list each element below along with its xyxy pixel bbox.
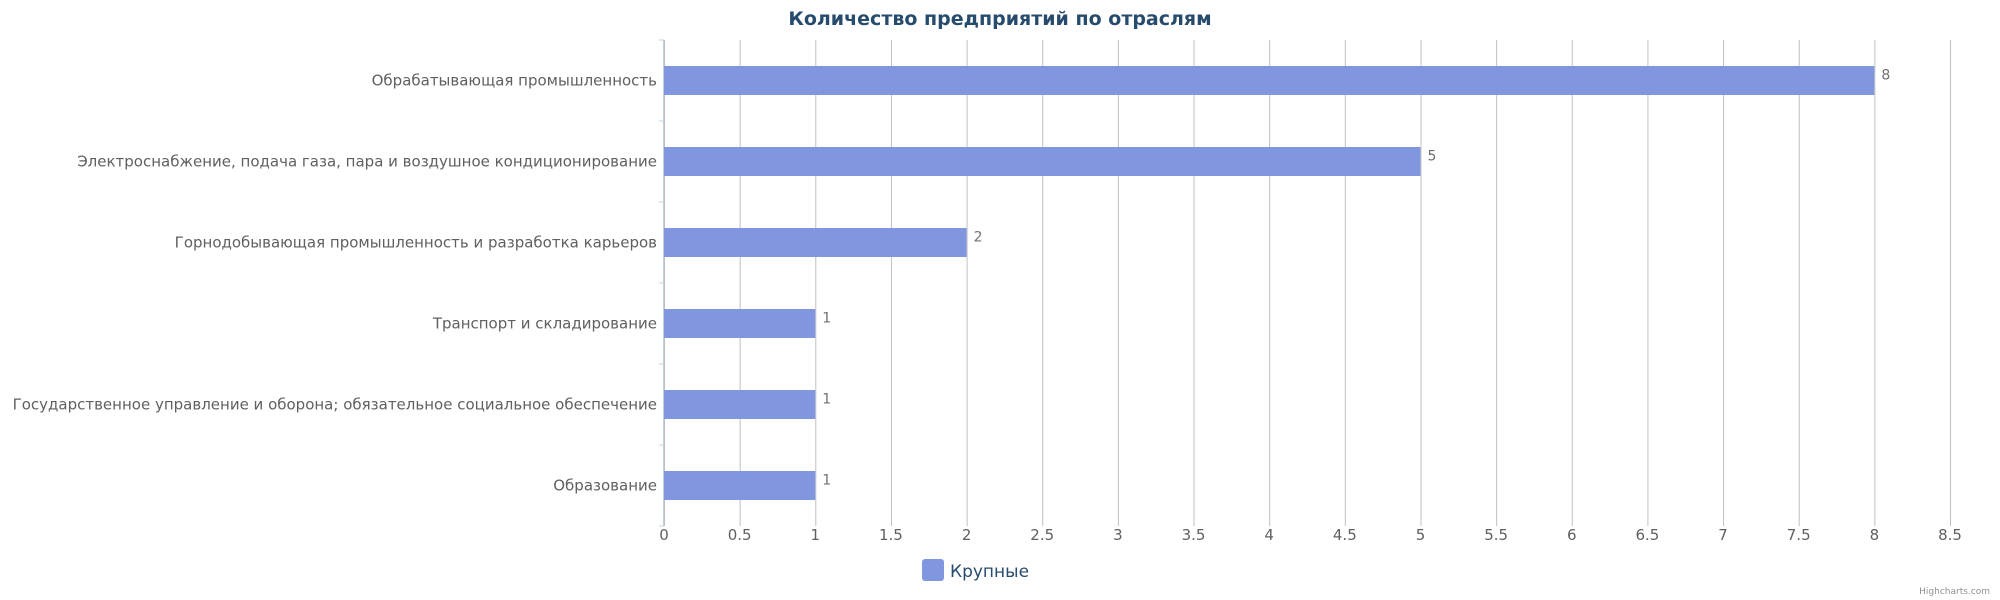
x-tick-label: 5 — [1416, 526, 1426, 544]
legend-label[interactable]: Крупные — [950, 562, 1029, 582]
category-label: Государственное управление и оборона; об… — [13, 396, 657, 414]
x-tick-label: 0.5 — [728, 526, 752, 544]
bar[interactable] — [664, 309, 816, 338]
bar[interactable] — [664, 390, 816, 419]
x-tick-label: 1.5 — [879, 526, 903, 544]
credit-link[interactable]: Highcharts.com — [1919, 587, 1990, 597]
legend-swatch[interactable] — [922, 559, 944, 581]
data-label: 1 — [822, 392, 831, 408]
category-label: Образование — [553, 477, 657, 495]
category-label: Обрабатывающая промышленность — [372, 72, 657, 90]
x-tick-label: 0 — [659, 526, 669, 544]
bar-series: 8 5 2 1 1 1 — [664, 66, 1890, 500]
category-label: Электроснабжение, подача газа, пара и во… — [77, 153, 657, 171]
x-tick-label: 7 — [1718, 526, 1728, 544]
bar[interactable] — [664, 471, 816, 500]
chart-title: Количество предприятий по отраслям — [788, 8, 1211, 30]
x-tick-label: 4.5 — [1333, 526, 1357, 544]
data-label: 5 — [1427, 149, 1436, 165]
category-label: Горнодобывающая промышленность и разрабо… — [175, 234, 657, 252]
x-tick-label: 3 — [1113, 526, 1123, 544]
gridlines — [664, 40, 1951, 526]
data-label: 1 — [822, 473, 831, 489]
value-axis-ticks: 0 0.5 1 1.5 2 2.5 3 3.5 4 4.5 5 5.5 6 6.5 7 7.5 8 8.5 — [659, 526, 1962, 544]
bar[interactable] — [664, 66, 1875, 95]
x-tick-label: 3.5 — [1182, 526, 1206, 544]
data-label: 2 — [974, 230, 983, 246]
x-tick-label: 8 — [1870, 526, 1880, 544]
category-label: Транспорт и складирование — [432, 315, 657, 333]
bar[interactable] — [664, 228, 967, 257]
x-tick-label: 2.5 — [1030, 526, 1054, 544]
x-tick-label: 6 — [1567, 526, 1577, 544]
legend[interactable]: Крупные — [922, 559, 1029, 582]
bar[interactable] — [664, 147, 1421, 176]
x-tick-label: 1 — [811, 526, 821, 544]
data-label: 1 — [822, 311, 831, 327]
x-tick-label: 7.5 — [1787, 526, 1811, 544]
x-tick-label: 5.5 — [1484, 526, 1508, 544]
x-tick-label: 8.5 — [1938, 526, 1962, 544]
x-tick-label: 4 — [1264, 526, 1274, 544]
x-tick-label: 6.5 — [1635, 526, 1659, 544]
x-tick-label: 2 — [962, 526, 972, 544]
data-label: 8 — [1881, 68, 1890, 84]
category-axis: Обрабатывающая промышленность Электроснаб… — [13, 39, 664, 527]
